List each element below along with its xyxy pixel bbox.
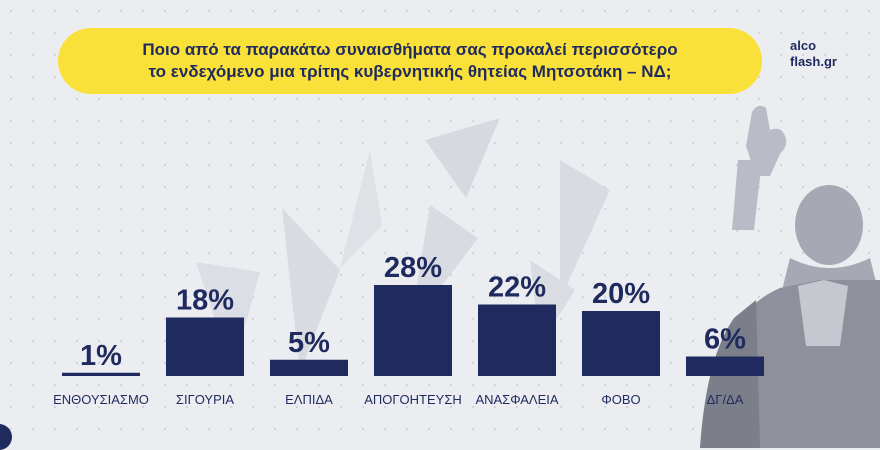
category-label-4: ΑΠΟΓΟΗΤΕΥΣΗ — [364, 392, 462, 407]
question-title-line-1: Ποιο από τα παρακάτω συναισθήματα σας πρ… — [142, 40, 678, 59]
value-label-7: 6% — [704, 324, 746, 356]
bg-triangle — [425, 118, 500, 198]
value-label-6: 20% — [592, 278, 650, 310]
category-label-6: ΦΟΒΟ — [601, 392, 640, 407]
bg-triangle — [196, 262, 260, 372]
category-label-2: ΣΙΓΟΥΡΙΑ — [176, 392, 234, 407]
brand-logo: alco flash.gr — [790, 38, 837, 70]
question-title-line-2: το ενδεχόμενο μια τρίτης κυβερνητικής θη… — [148, 62, 672, 81]
category-label-7: ΔΓ/ΔΑ — [707, 392, 744, 407]
category-label-5: ΑΝΑΣΦΑΛΕΙΑ — [475, 392, 558, 407]
category-label-1: ΕΝΘΟΥΣΙΑΣΜΟ — [53, 392, 149, 407]
category-label-3: ΕΛΠΙΔΑ — [285, 392, 333, 407]
value-label-1: 1% — [80, 340, 122, 372]
bar-2 — [166, 317, 244, 376]
bg-triangle — [340, 150, 382, 268]
value-label-4: 28% — [384, 252, 442, 284]
brand-line-2: flash.gr — [790, 54, 837, 69]
corner-badge — [0, 424, 12, 450]
value-label-5: 22% — [488, 272, 546, 304]
bar-1 — [62, 372, 140, 376]
bar-7 — [686, 356, 764, 376]
bg-triangle — [282, 208, 340, 372]
brand-line-1: alco — [790, 38, 817, 53]
bar-4 — [374, 285, 452, 376]
bar-6 — [582, 311, 660, 376]
question-banner: Ποιο από τα παρακάτω συναισθήματα σας πρ… — [58, 28, 762, 94]
value-label-3: 5% — [288, 327, 330, 359]
bg-triangle — [560, 160, 610, 300]
value-label-2: 18% — [176, 285, 234, 317]
bar-5 — [478, 304, 556, 376]
question-title: Ποιο από τα παρακάτω συναισθήματα σας πρ… — [130, 39, 690, 83]
bar-3 — [270, 359, 348, 376]
